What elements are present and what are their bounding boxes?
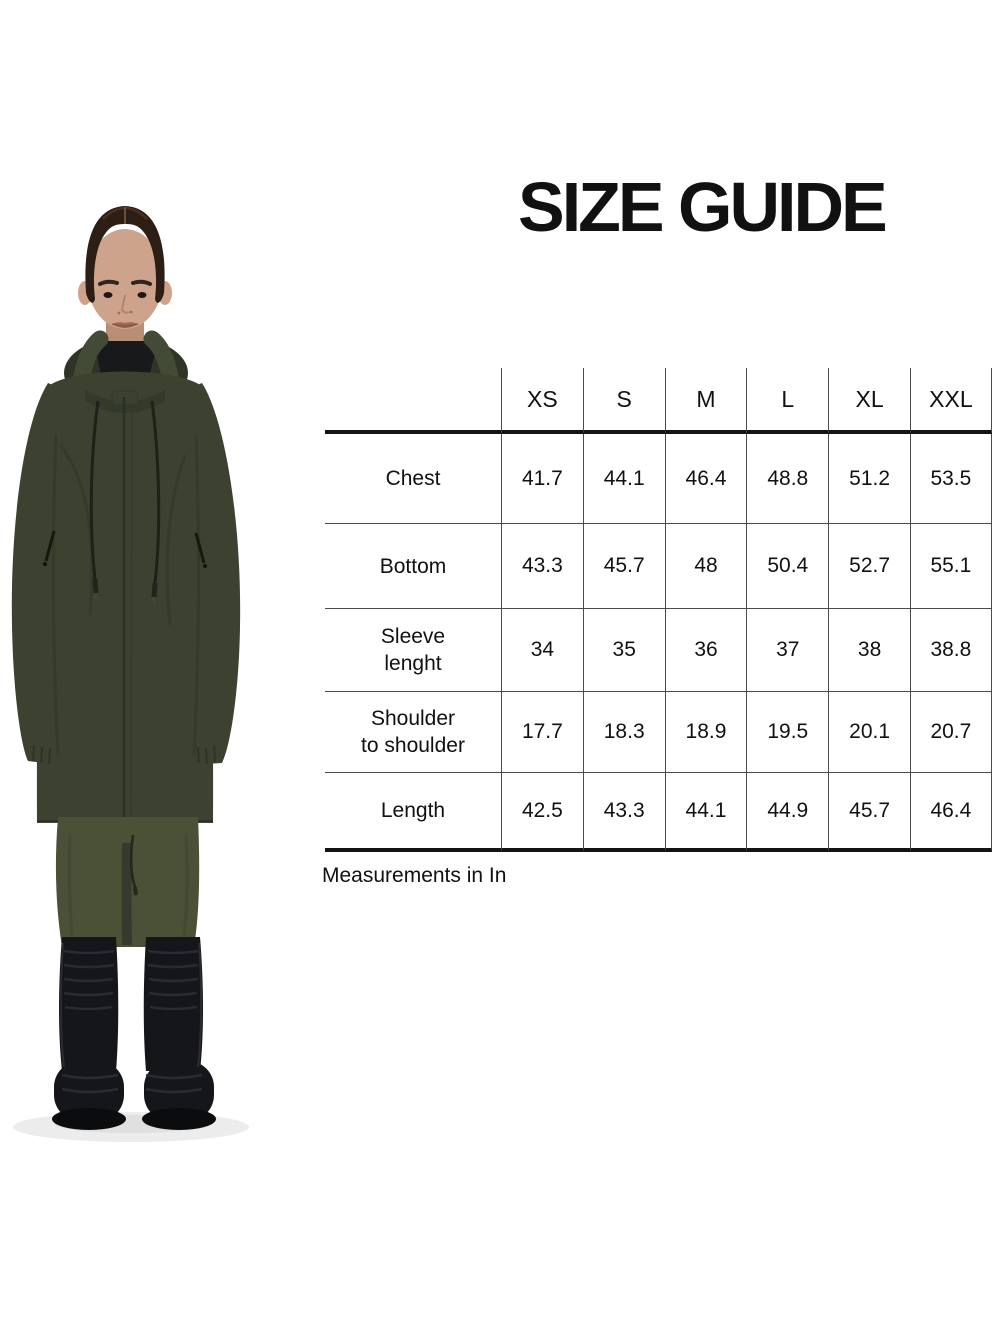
boot-left: [52, 937, 126, 1130]
face: [87, 229, 163, 329]
size-value: 48: [664, 524, 747, 609]
size-column-header: XXL: [909, 368, 992, 434]
size-table: XS S M L XL XXL Chest 41.7 44.1 46.4 48.…: [325, 368, 992, 852]
model-photo: [11, 206, 249, 1142]
table-corner-cell: [325, 368, 501, 434]
size-value: 55.1: [909, 524, 992, 609]
size-value: 20.1: [828, 692, 910, 773]
size-value: 38.8: [909, 609, 992, 692]
size-value: 43.3: [582, 773, 665, 852]
size-value: 53.5: [909, 434, 992, 524]
hair: [85, 206, 165, 303]
size-value: 51.2: [828, 434, 910, 524]
drawstring-right: [150, 400, 161, 605]
size-value: 20.7: [909, 692, 992, 773]
size-value: 44.1: [664, 773, 747, 852]
pants: [55, 817, 200, 947]
size-value: 19.5: [746, 692, 829, 773]
zipper: [111, 390, 139, 821]
size-value: 48.8: [746, 434, 829, 524]
page-title: SIZE GUIDE: [518, 168, 888, 246]
left-sleeve: [11, 383, 62, 765]
size-value: 46.4: [909, 773, 992, 852]
size-value: 42.5: [501, 773, 583, 852]
size-value: 17.7: [501, 692, 583, 773]
drawstring-left: [89, 400, 100, 601]
size-value: 45.7: [828, 773, 910, 852]
boot-right: [142, 937, 216, 1130]
size-value: 44.1: [582, 434, 665, 524]
size-value: 41.7: [501, 434, 583, 524]
row-label: Shoulder to shoulder: [325, 692, 501, 773]
size-value: 34: [501, 609, 583, 692]
pocket-zips: [43, 530, 207, 568]
row-label: Length: [325, 773, 501, 852]
size-column-header: L: [746, 368, 829, 434]
size-value: 18.9: [664, 692, 747, 773]
size-value: 44.9: [746, 773, 829, 852]
size-value: 50.4: [746, 524, 829, 609]
size-column-header: XL: [828, 368, 910, 434]
size-value: 38: [828, 609, 910, 692]
row-label: Sleeve lenght: [325, 609, 501, 692]
size-value: 52.7: [828, 524, 910, 609]
size-value: 45.7: [582, 524, 665, 609]
row-label: Chest: [325, 434, 501, 524]
size-value: 46.4: [664, 434, 747, 524]
size-value: 37: [746, 609, 829, 692]
row-label: Bottom: [325, 524, 501, 609]
right-sleeve: [188, 383, 241, 765]
measurement-unit-note: Measurements in In: [322, 864, 507, 887]
size-value: 36: [664, 609, 747, 692]
size-value: 43.3: [501, 524, 583, 609]
size-value: 35: [582, 609, 665, 692]
size-column-header: XS: [501, 368, 583, 434]
size-column-header: S: [582, 368, 665, 434]
size-column-header: M: [664, 368, 747, 434]
size-value: 18.3: [582, 692, 665, 773]
